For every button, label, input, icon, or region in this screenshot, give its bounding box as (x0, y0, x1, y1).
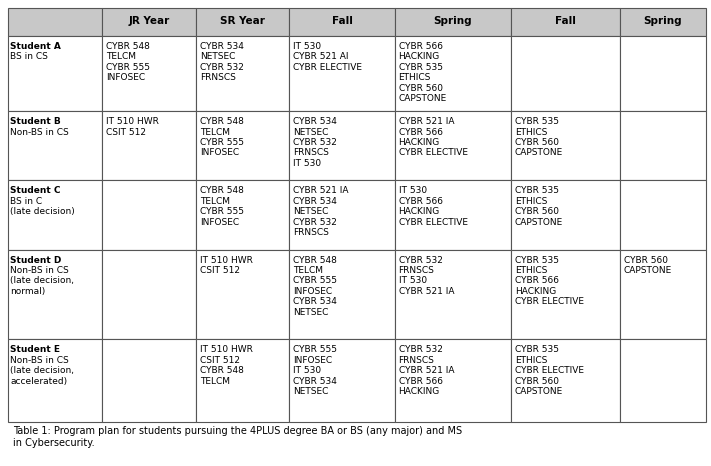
Bar (8, 180, 102, 250)
Bar (289, 36, 395, 111)
Text: Spring: Spring (643, 16, 682, 26)
Text: CYBR 566
HACKING
CYBR 535
ETHICS
CYBR 560
CAPSTONE: CYBR 566 HACKING CYBR 535 ETHICS CYBR 56… (399, 42, 447, 103)
Bar (289, 111, 395, 180)
Text: SR Year: SR Year (220, 16, 265, 26)
Text: CYBR 548
TELCM
CYBR 555
INFOSEC: CYBR 548 TELCM CYBR 555 INFOSEC (200, 186, 244, 226)
Bar (395, 36, 511, 111)
Bar (196, 250, 289, 339)
Text: BS in C: BS in C (10, 197, 43, 206)
Bar (196, 8, 289, 36)
Bar (102, 250, 196, 339)
Text: Student A: Student A (10, 42, 61, 51)
Bar (102, 180, 196, 250)
Text: CYBR 532
FRNSCS
CYBR 521 IA
CYBR 566
HACKING: CYBR 532 FRNSCS CYBR 521 IA CYBR 566 HAC… (399, 345, 454, 396)
Bar (289, 180, 395, 250)
Bar (102, 8, 196, 36)
Text: JR Year: JR Year (128, 16, 169, 26)
Bar (620, 8, 706, 36)
Text: CYBR 535
ETHICS
CYBR ELECTIVE
CYBR 560
CAPSTONE: CYBR 535 ETHICS CYBR ELECTIVE CYBR 560 C… (515, 345, 584, 396)
Text: Non-BS in CS: Non-BS in CS (10, 128, 69, 137)
Bar (289, 8, 395, 36)
Text: Student B: Student B (10, 117, 61, 126)
Text: Student D: Student D (10, 256, 62, 265)
Bar (196, 111, 289, 180)
Bar (511, 8, 620, 36)
Text: IT 510 HWR
CSIT 512: IT 510 HWR CSIT 512 (200, 256, 252, 275)
Text: Spring: Spring (434, 16, 472, 26)
Text: Table 1: Program plan for students pursuing the 4PLUS degree BA or BS (any major: Table 1: Program plan for students pursu… (13, 426, 462, 448)
Text: CYBR 532
FRNSCS
IT 530
CYBR 521 IA: CYBR 532 FRNSCS IT 530 CYBR 521 IA (399, 256, 454, 296)
Bar (196, 36, 289, 111)
Bar (511, 180, 620, 250)
Text: IT 530
CYBR 566
HACKING
CYBR ELECTIVE: IT 530 CYBR 566 HACKING CYBR ELECTIVE (399, 186, 468, 226)
Text: CYBR 548
TELCM
CYBR 555
INFOSEC
CYBR 534
NETSEC: CYBR 548 TELCM CYBR 555 INFOSEC CYBR 534… (294, 256, 338, 316)
Bar (102, 36, 196, 111)
Bar (395, 180, 511, 250)
Text: IT 510 HWR
CSIT 512: IT 510 HWR CSIT 512 (106, 117, 159, 137)
Bar (8, 36, 102, 111)
Bar (8, 250, 102, 339)
Bar (8, 339, 102, 422)
Text: Fall: Fall (555, 16, 576, 26)
Text: accelerated): accelerated) (10, 377, 68, 386)
Text: CYBR 548
TELCM
CYBR 555
INFOSEC: CYBR 548 TELCM CYBR 555 INFOSEC (200, 117, 244, 158)
Bar (289, 339, 395, 422)
Bar (511, 339, 620, 422)
Bar (620, 250, 706, 339)
Bar (8, 8, 102, 36)
Text: CYBR 560
CAPSTONE: CYBR 560 CAPSTONE (624, 256, 672, 275)
Text: Student E: Student E (10, 345, 60, 355)
Text: Non-BS in CS: Non-BS in CS (10, 266, 69, 275)
Bar (395, 8, 511, 36)
Bar (511, 111, 620, 180)
Text: CYBR 535
ETHICS
CYBR 560
CAPSTONE: CYBR 535 ETHICS CYBR 560 CAPSTONE (515, 186, 563, 226)
Bar (8, 111, 102, 180)
Bar (620, 339, 706, 422)
Bar (620, 180, 706, 250)
Bar (102, 111, 196, 180)
Text: IT 510 HWR
CSIT 512
CYBR 548
TELCM: IT 510 HWR CSIT 512 CYBR 548 TELCM (200, 345, 252, 386)
Bar (511, 250, 620, 339)
Bar (620, 111, 706, 180)
Text: CYBR 535
ETHICS
CYBR 566
HACKING
CYBR ELECTIVE: CYBR 535 ETHICS CYBR 566 HACKING CYBR EL… (515, 256, 584, 306)
Text: CYBR 555
INFOSEC
IT 530
CYBR 534
NETSEC: CYBR 555 INFOSEC IT 530 CYBR 534 NETSEC (294, 345, 338, 396)
Text: CYBR 534
NETSEC
CYBR 532
FRNSCS
IT 530: CYBR 534 NETSEC CYBR 532 FRNSCS IT 530 (294, 117, 337, 168)
Bar (196, 339, 289, 422)
Text: CYBR 548
TELCM
CYBR 555
INFOSEC: CYBR 548 TELCM CYBR 555 INFOSEC (106, 42, 150, 82)
Text: CYBR 534
NETSEC
CYBR 532
FRNSCS: CYBR 534 NETSEC CYBR 532 FRNSCS (200, 42, 243, 82)
Text: normal): normal) (10, 287, 46, 296)
Text: IT 530
CYBR 521 AI
CYBR ELECTIVE: IT 530 CYBR 521 AI CYBR ELECTIVE (294, 42, 363, 72)
Bar (395, 339, 511, 422)
Text: CYBR 521 IA
CYBR 566
HACKING
CYBR ELECTIVE: CYBR 521 IA CYBR 566 HACKING CYBR ELECTI… (399, 117, 468, 158)
Bar (196, 180, 289, 250)
Text: CYBR 521 IA
CYBR 534
NETSEC
CYBR 532
FRNSCS: CYBR 521 IA CYBR 534 NETSEC CYBR 532 FRN… (294, 186, 349, 237)
Bar (511, 36, 620, 111)
Text: (late decision): (late decision) (10, 207, 75, 216)
Text: (late decision,: (late decision, (10, 276, 74, 286)
Text: Fall: Fall (331, 16, 353, 26)
Bar (102, 339, 196, 422)
Text: (late decision,: (late decision, (10, 366, 74, 375)
Bar (395, 250, 511, 339)
Text: Non-BS in CS: Non-BS in CS (10, 356, 69, 365)
Bar (620, 36, 706, 111)
Bar (289, 250, 395, 339)
Text: CYBR 535
ETHICS
CYBR 560
CAPSTONE: CYBR 535 ETHICS CYBR 560 CAPSTONE (515, 117, 563, 158)
Text: BS in CS: BS in CS (10, 52, 48, 62)
Text: Student C: Student C (10, 186, 60, 195)
Bar (395, 111, 511, 180)
